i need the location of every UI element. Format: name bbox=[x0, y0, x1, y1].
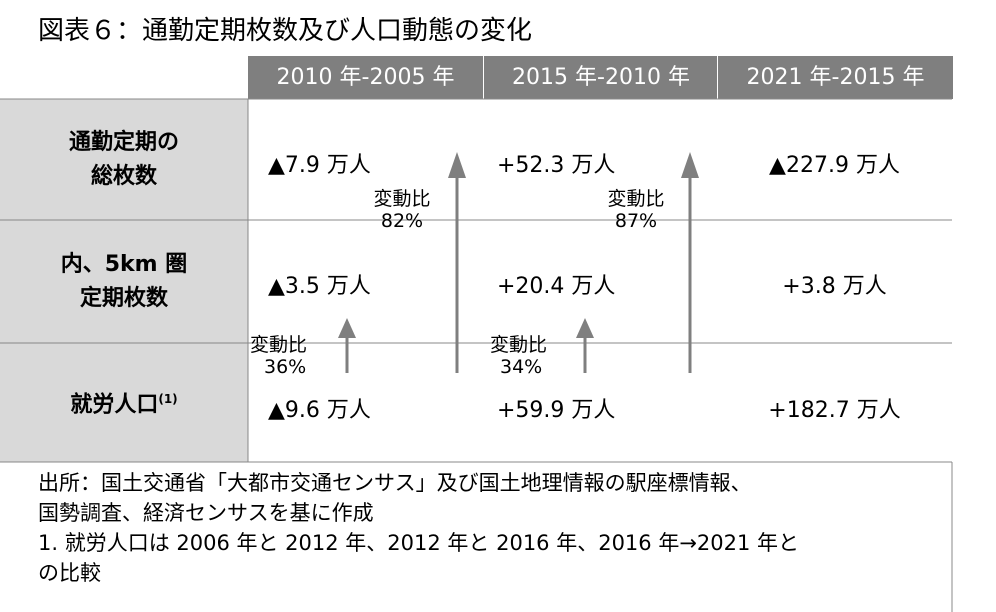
annotation-value: 87% bbox=[614, 210, 658, 232]
arrow-head bbox=[448, 152, 466, 178]
annotation-label: 変動比 bbox=[490, 334, 548, 356]
annotation: 変動比 36% bbox=[250, 334, 330, 378]
header-cell: 2021 年-2015 年 bbox=[717, 56, 953, 99]
row-label-line: 総枚数 bbox=[90, 163, 157, 189]
annotation: 変動比 87% bbox=[596, 188, 676, 232]
arrows bbox=[338, 152, 699, 373]
footnote-ref: (1) bbox=[158, 392, 178, 407]
annotation-label: 変動比 bbox=[607, 188, 665, 210]
annotation: 変動比 34% bbox=[490, 334, 570, 378]
arrow-head bbox=[681, 152, 699, 178]
row-label: 通勤定期の 総枚数 bbox=[0, 99, 248, 220]
annotation-value: 34% bbox=[500, 356, 543, 378]
header-cell: 2015 年-2010 年 bbox=[483, 56, 718, 99]
arrow-head bbox=[338, 318, 356, 338]
row-label-line: 定期枚数 bbox=[79, 285, 168, 311]
row-label: 内、5km 圏 定期枚数 bbox=[0, 220, 248, 343]
row-label-line: 就労人口(1) bbox=[0, 382, 248, 422]
footnote-line: の比較 bbox=[38, 561, 101, 585]
annotation-label: 変動比 bbox=[250, 334, 308, 356]
annotation-value: 82% bbox=[380, 210, 424, 232]
annotation-label: 変動比 bbox=[373, 188, 431, 210]
row-label-text: 就労人口 bbox=[70, 392, 159, 418]
cell: +20.4 万人 bbox=[497, 274, 616, 299]
annotation: 変動比 82% bbox=[362, 188, 442, 232]
annotation-value: 36% bbox=[264, 356, 307, 378]
cell: +59.9 万人 bbox=[497, 398, 616, 423]
cell: ▲9.6 万人 bbox=[268, 398, 371, 423]
title: 図表６：通勤定期枚数及び人口動態の変化 bbox=[38, 16, 533, 46]
row-label: 就労人口(1) bbox=[0, 343, 248, 462]
cell: ▲3.5 万人 bbox=[268, 274, 371, 299]
footnote-line: 国勢調査、経済センサスを基に作成 bbox=[38, 501, 374, 525]
cell: ▲227.9 万人 bbox=[769, 153, 900, 178]
footnote-line: 出所：国土交通省「大都市交通センサス」及び国土地理情報の駅座標情報、 bbox=[38, 471, 752, 495]
cell: ▲7.9 万人 bbox=[268, 153, 371, 178]
cell: +52.3 万人 bbox=[497, 153, 616, 178]
footnote-line: 1. 就労人口は 2006 年と 2012 年、2012 年と 2016 年、2… bbox=[38, 531, 800, 555]
footnote: 出所：国土交通省「大都市交通センサス」及び国土地理情報の駅座標情報、 国勢調査、… bbox=[38, 468, 799, 588]
arrow-head bbox=[576, 318, 594, 338]
cell: +182.7 万人 bbox=[768, 398, 901, 423]
cell: +3.8 万人 bbox=[782, 274, 887, 299]
row-label-line: 内、5km 圏 bbox=[60, 251, 188, 277]
row-label-line: 通勤定期の bbox=[68, 129, 179, 155]
header-cell: 2010 年-2005 年 bbox=[248, 56, 483, 99]
